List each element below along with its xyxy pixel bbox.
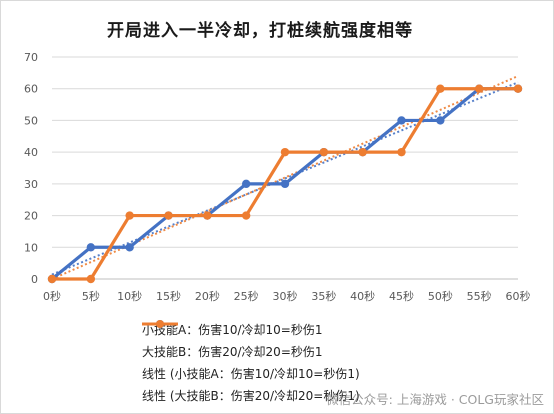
y-tick-label: 30 (24, 178, 38, 191)
y-tick-label: 20 (24, 210, 38, 223)
data-point-1 (241, 211, 251, 220)
x-tick-label: 15秒 (156, 289, 181, 303)
legend-label-trend-a: 线性 (小技能A：伤害10/冷却10=秒伤1) (142, 366, 360, 381)
data-point-0 (436, 116, 445, 125)
data-point-0 (280, 179, 290, 189)
data-point-0 (241, 179, 251, 189)
trendline-3 (51, 75, 519, 280)
y-tick-label: 60 (24, 83, 38, 96)
data-point-1 (203, 211, 212, 220)
x-tick-label: 50秒 (428, 289, 453, 303)
data-point-1 (358, 147, 367, 157)
y-tick-label: 40 (24, 146, 38, 159)
x-tick-label: 55秒 (467, 289, 492, 303)
legend-label-trend-b: 线性 (大技能B：伤害20/冷却20=秒伤1) (142, 388, 360, 403)
y-tick-label: 50 (24, 114, 38, 127)
y-tick-label: 0 (31, 273, 38, 286)
data-point-1 (164, 211, 173, 220)
legend-label-b: 大技能B：伤害20/冷却20=秒伤1 (142, 344, 323, 359)
x-tick-label: 10秒 (117, 289, 142, 303)
y-tick-label: 70 (24, 51, 38, 64)
legend: 小技能A：伤害10/冷却10=秒伤1 大技能B：伤害20/冷却20=秒伤1 线性… (142, 318, 360, 406)
data-point-1 (397, 147, 406, 157)
data-point-1 (436, 84, 445, 93)
data-point-0 (125, 243, 134, 252)
x-tick-label: 25秒 (234, 289, 259, 303)
y-tick-label: 10 (24, 241, 38, 254)
x-tick-label: 60秒 (506, 289, 531, 303)
legend-item-trend-b: 线性 (大技能B：伤害20/冷却20=秒伤1) (142, 323, 360, 406)
x-tick-label: 35秒 (311, 289, 336, 303)
x-tick-label: 40秒 (350, 289, 375, 303)
legend-label-a: 小技能A：伤害10/冷却10=秒伤1 (142, 322, 323, 337)
data-point-0 (86, 243, 96, 252)
chart-title: 开局进入一半冷却，打桩续航强度相等 (107, 21, 413, 41)
x-tick-label: 5秒 (82, 289, 100, 303)
x-tick-label: 20秒 (195, 289, 220, 303)
watermark: 微信公众号: 上海游戏 · COLG玩家社区 (326, 392, 544, 407)
data-point-1 (280, 147, 290, 157)
legend-item-b: 大技能B：伤害20/冷却20=秒伤1 (142, 320, 360, 362)
data-point-0 (397, 116, 406, 125)
data-point-1 (513, 84, 523, 93)
data-point-1 (319, 147, 329, 157)
data-point-1 (47, 274, 57, 284)
legend-item-trend-a: 线性 (小技能A：伤害10/冷却10=秒伤1) (142, 323, 360, 384)
data-point-1 (474, 84, 484, 93)
x-tick-label: 0秒 (43, 289, 61, 303)
x-tick-label: 30秒 (273, 289, 298, 303)
data-point-1 (125, 211, 134, 220)
legend-swatch-trend-b (142, 323, 178, 325)
data-point-1 (86, 274, 96, 284)
x-tick-label: 45秒 (389, 289, 414, 303)
